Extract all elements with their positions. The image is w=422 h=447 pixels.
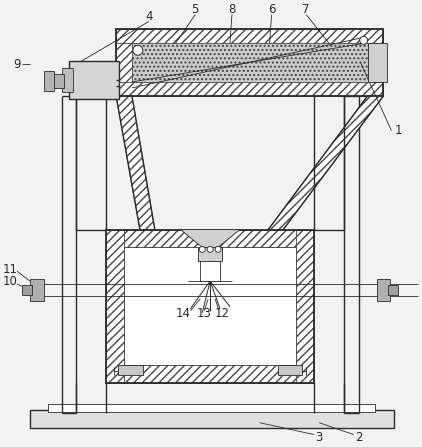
Bar bbox=[388, 285, 398, 295]
Bar bbox=[200, 261, 220, 281]
Circle shape bbox=[207, 246, 213, 253]
Bar bbox=[296, 230, 314, 383]
Circle shape bbox=[360, 36, 368, 44]
Bar bbox=[376, 279, 390, 301]
Text: 4: 4 bbox=[145, 10, 152, 23]
Polygon shape bbox=[181, 230, 240, 247]
Text: 10: 10 bbox=[3, 274, 17, 287]
Bar bbox=[22, 285, 32, 295]
Bar bbox=[106, 230, 314, 383]
Text: 9: 9 bbox=[13, 58, 21, 71]
Bar bbox=[48, 404, 375, 412]
Bar bbox=[116, 30, 384, 96]
Bar bbox=[124, 247, 296, 365]
Polygon shape bbox=[265, 96, 384, 235]
Text: 5: 5 bbox=[192, 3, 199, 16]
Bar bbox=[118, 365, 143, 375]
Bar bbox=[62, 68, 73, 92]
Text: 3: 3 bbox=[315, 431, 323, 444]
Bar bbox=[368, 30, 384, 96]
Bar bbox=[106, 365, 314, 383]
Bar bbox=[198, 247, 222, 261]
Text: 7: 7 bbox=[303, 3, 310, 16]
Bar bbox=[368, 43, 387, 82]
Text: 12: 12 bbox=[214, 307, 230, 320]
Circle shape bbox=[199, 246, 205, 253]
Text: 13: 13 bbox=[197, 307, 212, 320]
Text: 14: 14 bbox=[176, 307, 191, 320]
Bar bbox=[278, 365, 302, 375]
Bar bbox=[30, 279, 44, 301]
Bar bbox=[116, 82, 384, 96]
Bar bbox=[51, 74, 64, 88]
Bar bbox=[106, 230, 314, 247]
Bar bbox=[44, 71, 54, 91]
Text: 6: 6 bbox=[268, 3, 275, 16]
Text: 2: 2 bbox=[355, 431, 362, 444]
Bar bbox=[30, 410, 395, 428]
Circle shape bbox=[133, 45, 143, 55]
Bar bbox=[70, 61, 119, 99]
Text: 11: 11 bbox=[3, 263, 18, 276]
Bar bbox=[106, 230, 124, 383]
Circle shape bbox=[215, 246, 221, 253]
Text: 1: 1 bbox=[395, 124, 402, 137]
Bar bbox=[116, 30, 384, 43]
Text: 8: 8 bbox=[228, 3, 235, 16]
Polygon shape bbox=[116, 96, 156, 235]
Bar bbox=[132, 43, 368, 82]
Bar bbox=[116, 30, 132, 96]
